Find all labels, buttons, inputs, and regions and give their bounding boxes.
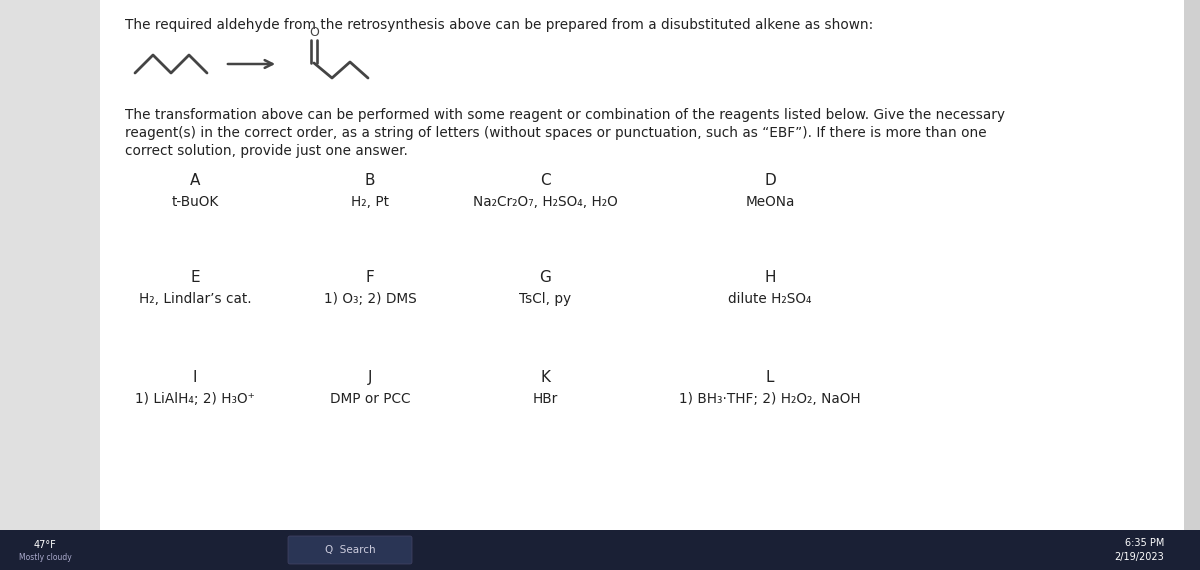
Bar [1184,0,1200,530]
Text: Mostly cloudy: Mostly cloudy [19,552,71,561]
Text: I: I [193,370,197,385]
Text: E: E [190,270,200,285]
Text: K: K [540,370,550,385]
Text: correct solution, provide just one answer.: correct solution, provide just one answe… [125,144,408,158]
Text: MeONa: MeONa [745,195,794,209]
Text: 1) O₃; 2) DMS: 1) O₃; 2) DMS [324,292,416,306]
Text: H: H [764,270,775,285]
Text: A: A [190,173,200,188]
Bar [0,0,100,530]
Text: B: B [365,173,376,188]
Text: J: J [367,370,372,385]
Text: t-BuOK: t-BuOK [172,195,218,209]
Text: 6:35 PM: 6:35 PM [1124,538,1164,548]
Text: H₂, Lindlar’s cat.: H₂, Lindlar’s cat. [139,292,251,306]
Text: F: F [366,270,374,285]
Text: The transformation above can be performed with some reagent or combination of th: The transformation above can be performe… [125,108,1006,122]
Text: 1) LiAlH₄; 2) H₃O⁺: 1) LiAlH₄; 2) H₃O⁺ [136,392,254,406]
Text: L: L [766,370,774,385]
Text: TsCl, py: TsCl, py [518,292,571,306]
Text: dilute H₂SO₄: dilute H₂SO₄ [728,292,811,306]
Text: 47°F: 47°F [34,540,56,550]
Text: The required aldehyde from the retrosynthesis above can be prepared from a disub: The required aldehyde from the retrosynt… [125,18,874,32]
FancyBboxPatch shape [288,536,412,564]
Text: Na₂Cr₂O₇, H₂SO₄, H₂O: Na₂Cr₂O₇, H₂SO₄, H₂O [473,195,617,209]
Text: H₂, Pt: H₂, Pt [352,195,389,209]
Text: Q  Search: Q Search [325,545,376,555]
Bar [0,530,1200,570]
Text: G: G [539,270,551,285]
Text: HBr: HBr [533,392,558,406]
Text: C: C [540,173,551,188]
Text: 1) BH₃·THF; 2) H₂O₂, NaOH: 1) BH₃·THF; 2) H₂O₂, NaOH [679,392,860,406]
Text: 2/19/2023: 2/19/2023 [1115,552,1164,562]
Text: DMP or PCC: DMP or PCC [330,392,410,406]
Text: O: O [310,26,319,39]
Text: reagent(s) in the correct order, as a string of letters (without spaces or punct: reagent(s) in the correct order, as a st… [125,126,986,140]
Text: D: D [764,173,776,188]
